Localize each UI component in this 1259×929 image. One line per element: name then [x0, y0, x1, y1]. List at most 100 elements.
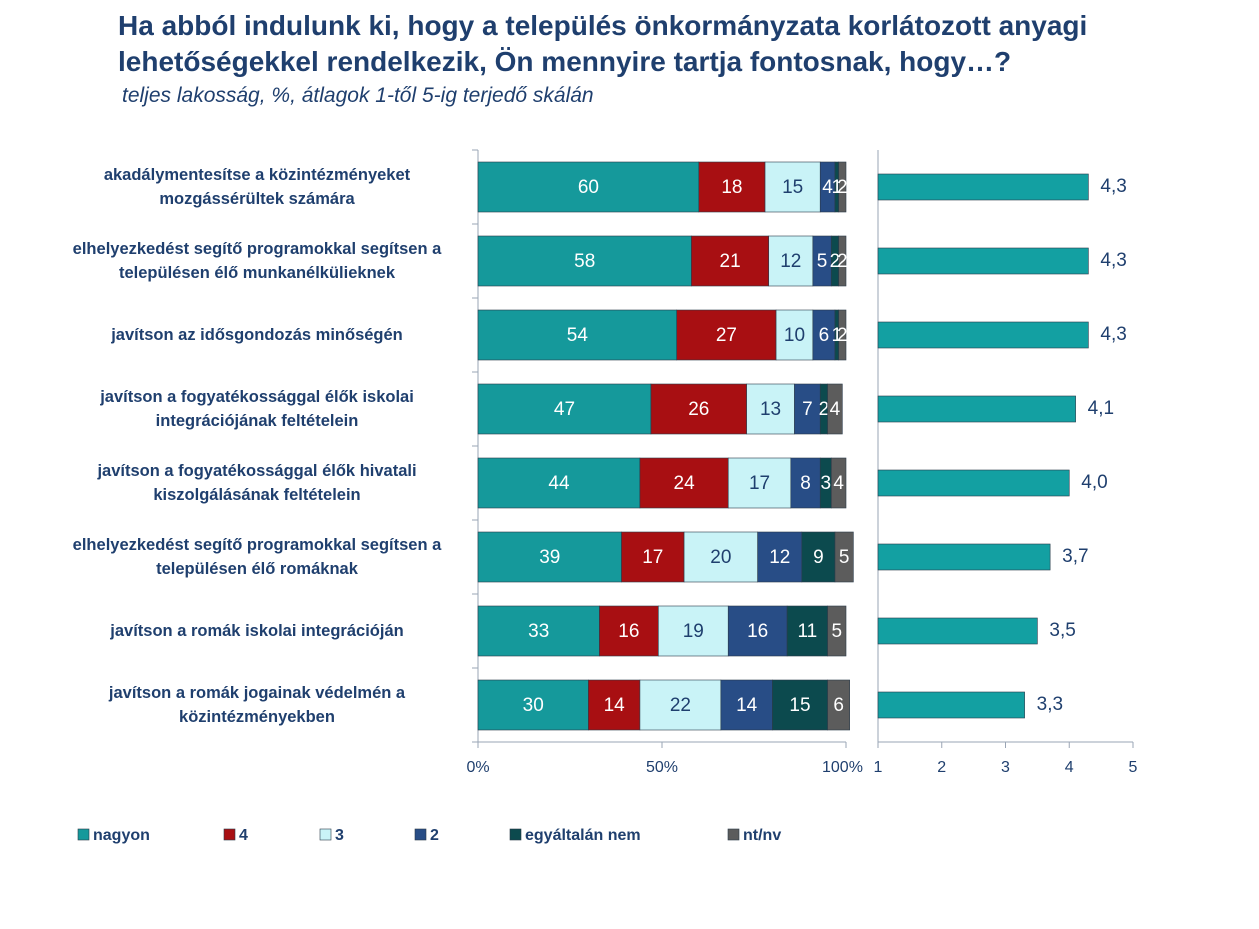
bar-segment [477, 457, 641, 509]
legend-swatch [319, 828, 332, 841]
category-label: javítson a romák jogainak védelmén a köz… [108, 684, 406, 726]
value-label: 22 [670, 695, 691, 716]
bar-segment [720, 679, 773, 731]
value-label: 4,3 [1100, 250, 1126, 271]
legend-label: egyáltalán nem [525, 827, 641, 844]
value-label: 47 [554, 399, 575, 420]
value-label: 2 [837, 177, 848, 198]
category-label: elhelyezkedést segítő programokkal segít… [72, 536, 442, 578]
value-label: 4,3 [1100, 324, 1126, 345]
value-label: 5 [817, 251, 828, 272]
bar-segment [790, 457, 821, 509]
bar-segment [658, 605, 729, 657]
value-label: 7 [802, 399, 813, 420]
value-label: 2 [830, 251, 841, 272]
value-label: 5 [839, 547, 850, 568]
value-label: 1 [832, 177, 843, 198]
category-label: akadálymentesítse a közintézményeket moz… [103, 166, 411, 208]
value-label: 6 [819, 325, 830, 346]
value-label: 4,0 [1081, 472, 1107, 493]
chart-title: Ha abból indulunk ki, hogy a település ö… [118, 10, 1088, 77]
bar-segment [691, 235, 770, 287]
value-label: 9 [813, 547, 824, 568]
bar-segment [772, 679, 828, 731]
value-label: 26 [688, 399, 709, 420]
value-label: 39 [539, 547, 560, 568]
value-label: 16 [747, 621, 768, 642]
x-tick-label: 5 [1129, 759, 1138, 776]
bar-segment [477, 309, 678, 361]
x-tick-label: 4 [1065, 759, 1074, 776]
value-label: 14 [604, 695, 626, 716]
value-label: 44 [548, 473, 570, 494]
legend-swatch [509, 828, 522, 841]
bar-segment [599, 605, 659, 657]
bar [877, 691, 1025, 719]
bar-segment [621, 531, 685, 583]
value-label: 4 [833, 473, 844, 494]
legend-label: nt/nv [743, 827, 781, 844]
x-tick-label: 2 [937, 759, 946, 776]
value-label: 12 [769, 547, 790, 568]
value-label: 4,3 [1100, 176, 1126, 197]
value-label: 19 [683, 621, 704, 642]
value-label: 4,1 [1088, 398, 1114, 419]
legend-label: nagyon [93, 827, 150, 844]
bar [877, 617, 1038, 645]
bar-segment [838, 309, 847, 361]
bar-segment [786, 605, 828, 657]
value-label: 2 [819, 399, 830, 420]
value-label: 15 [782, 177, 803, 198]
value-label: 24 [674, 473, 696, 494]
value-label: 2 [837, 325, 848, 346]
bar [877, 469, 1070, 497]
bar-segment [768, 235, 814, 287]
chart-subtitle: teljes lakosság, %, átlagok 1-től 5-ig t… [122, 84, 594, 107]
value-label: 17 [642, 547, 663, 568]
value-label: 60 [578, 177, 599, 198]
bar-segment [830, 457, 847, 509]
value-label: 27 [716, 325, 737, 346]
category-label: javítson a fogyatékossággal élők iskolai… [100, 388, 414, 430]
value-label: 6 [833, 695, 844, 716]
value-label: 13 [760, 399, 781, 420]
bar-segment [794, 383, 821, 435]
bar [877, 321, 1089, 349]
bar-segment [650, 383, 747, 435]
value-label: 4 [830, 399, 841, 420]
bar-segment [588, 679, 641, 731]
bar-segment [727, 605, 788, 657]
bar-segment [775, 309, 814, 361]
category-label: elhelyezkedést segítő programokkal segít… [72, 240, 442, 282]
bar-segment [834, 531, 854, 583]
value-label: 10 [784, 325, 805, 346]
value-label: 4 [822, 177, 833, 198]
value-label: 33 [528, 621, 549, 642]
bar-segment [827, 383, 843, 435]
value-label: 3,5 [1049, 620, 1075, 641]
value-label: 18 [721, 177, 742, 198]
bar-segment [676, 309, 777, 361]
value-label: 17 [749, 473, 770, 494]
bar-segment [827, 679, 850, 731]
category-label: javítson a romák iskolai integrációján [110, 622, 404, 640]
bar-segment [477, 531, 622, 583]
value-label: 3,3 [1037, 694, 1063, 715]
legend-label: 2 [430, 827, 439, 844]
x-tick-label: 0% [466, 759, 489, 776]
category-label: javítson az idősgondozás minőségén [111, 326, 403, 344]
bar-segment [477, 235, 692, 287]
value-label: 21 [720, 251, 741, 272]
bar-segment [477, 605, 600, 657]
value-label: 12 [780, 251, 801, 272]
bar-segment [827, 605, 847, 657]
legend-swatch [414, 828, 427, 841]
legend-label: 3 [335, 827, 344, 844]
legend-swatch [727, 828, 740, 841]
bar-segment [639, 457, 729, 509]
value-label: 8 [800, 473, 811, 494]
value-label: 5 [832, 621, 843, 642]
bar-segment [477, 161, 700, 213]
